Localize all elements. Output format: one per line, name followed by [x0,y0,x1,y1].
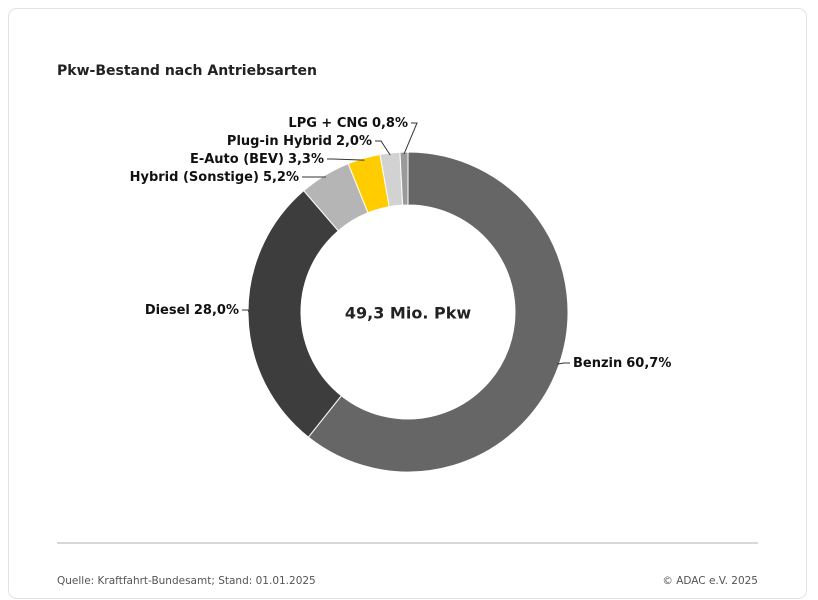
slice [307,151,569,473]
category-name: LPG + CNG [288,116,368,131]
category-name: E-Auto (BEV) [190,152,284,167]
value-label: 0,8% [372,116,408,131]
copyright: © ADAC e.V. 2025 [662,575,758,587]
leader-line [375,140,391,156]
value-label: 3,3% [288,152,324,167]
category-name: Diesel [145,303,190,318]
chart-title: Pkw-Bestand nach Antriebsarten [57,63,317,79]
category-name: Hybrid (Sonstige) [130,170,259,185]
value-label: 2,0% [336,134,372,149]
leader-line [242,309,251,316]
leader-line [403,122,418,155]
slice-label: Benzin 60,7% [573,356,671,371]
slice [399,151,409,206]
leader-line [327,158,365,161]
slice-label: LPG + CNG 0,8% [288,116,408,131]
category-name: Benzin [573,356,622,371]
leader-line [557,362,570,365]
category-name: Plug-in Hybrid [227,134,332,149]
value-label: 28,0% [194,303,239,318]
slice-label: Plug-in Hybrid 2,0% [227,134,372,149]
card [8,8,807,599]
value-label: 5,2% [263,170,299,185]
slice-label: Hybrid (Sonstige) 5,2% [130,170,299,185]
slice [247,189,343,438]
source: Quelle: Kraftfahrt-Bundesamt; Stand: 01.… [57,575,316,587]
value-label: 60,7% [626,356,671,371]
slice-label: E-Auto (BEV) 3,3% [190,152,324,167]
slice-label: Diesel 28,0% [145,303,239,318]
center-label: 49,3 Mio. Pkw [345,304,471,323]
